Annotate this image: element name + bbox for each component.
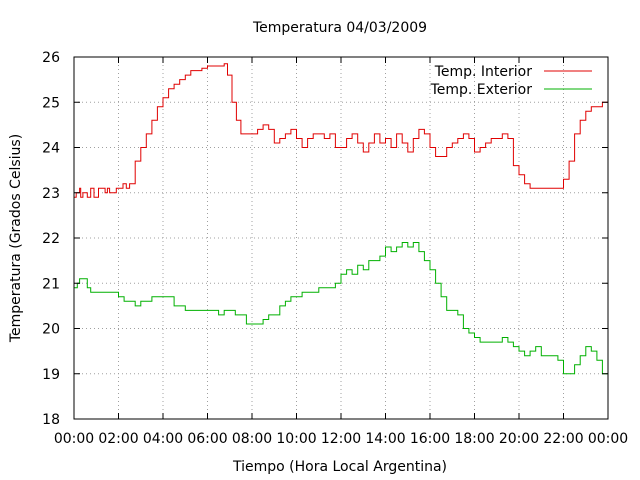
x-tick-label: 18:00 <box>454 431 494 447</box>
legend-label-exterior: Temp. Exterior <box>430 82 533 98</box>
x-tick-label: 08:00 <box>232 431 272 447</box>
y-tick-label: 19 <box>42 367 60 383</box>
x-tick-label: 14:00 <box>365 431 405 447</box>
x-axis-label: Tiempo (Hora Local Argentina) <box>232 459 447 475</box>
y-tick-label: 22 <box>42 231 60 247</box>
x-tick-label: 22:00 <box>543 431 583 447</box>
series-line-exterior <box>74 242 609 388</box>
chart-title: Temperatura 04/03/2009 <box>252 20 427 36</box>
y-tick-labels: 18 19 20 21 22 23 24 25 26 <box>42 50 60 428</box>
y-tick-label: 26 <box>42 50 60 66</box>
axis-ticks <box>73 56 609 420</box>
y-tick-label: 25 <box>42 95 60 111</box>
y-tick-label: 20 <box>42 322 60 338</box>
y-tick-label: 23 <box>42 186 60 202</box>
x-tick-label: 10:00 <box>276 431 316 447</box>
series-line-interior <box>74 63 609 198</box>
x-tick-label: 06:00 <box>187 431 227 447</box>
x-tick-label: 02:00 <box>98 431 138 447</box>
series-lines <box>74 63 609 388</box>
y-tick-label: 18 <box>42 412 60 428</box>
x-tick-label: 20:00 <box>499 431 539 447</box>
legend-label-interior: Temp. Interior <box>434 64 533 80</box>
x-tick-label: 16:00 <box>410 431 450 447</box>
x-tick-label: 12:00 <box>321 431 361 447</box>
x-tick-labels: 00:00 02:00 04:00 06:00 08:00 10:00 12:00 14:00… <box>54 431 628 447</box>
legend: Temp. Interior Temp. Exterior <box>430 64 592 98</box>
x-tick-label: 04:00 <box>143 431 183 447</box>
y-tick-label: 24 <box>42 141 60 157</box>
x-tick-label: 00:00 <box>588 431 628 447</box>
grid <box>74 57 608 419</box>
x-tick-label: 00:00 <box>54 431 94 447</box>
y-axis-label: Temperatura (Grados Celsius) <box>8 134 24 343</box>
y-tick-label: 21 <box>42 276 60 292</box>
